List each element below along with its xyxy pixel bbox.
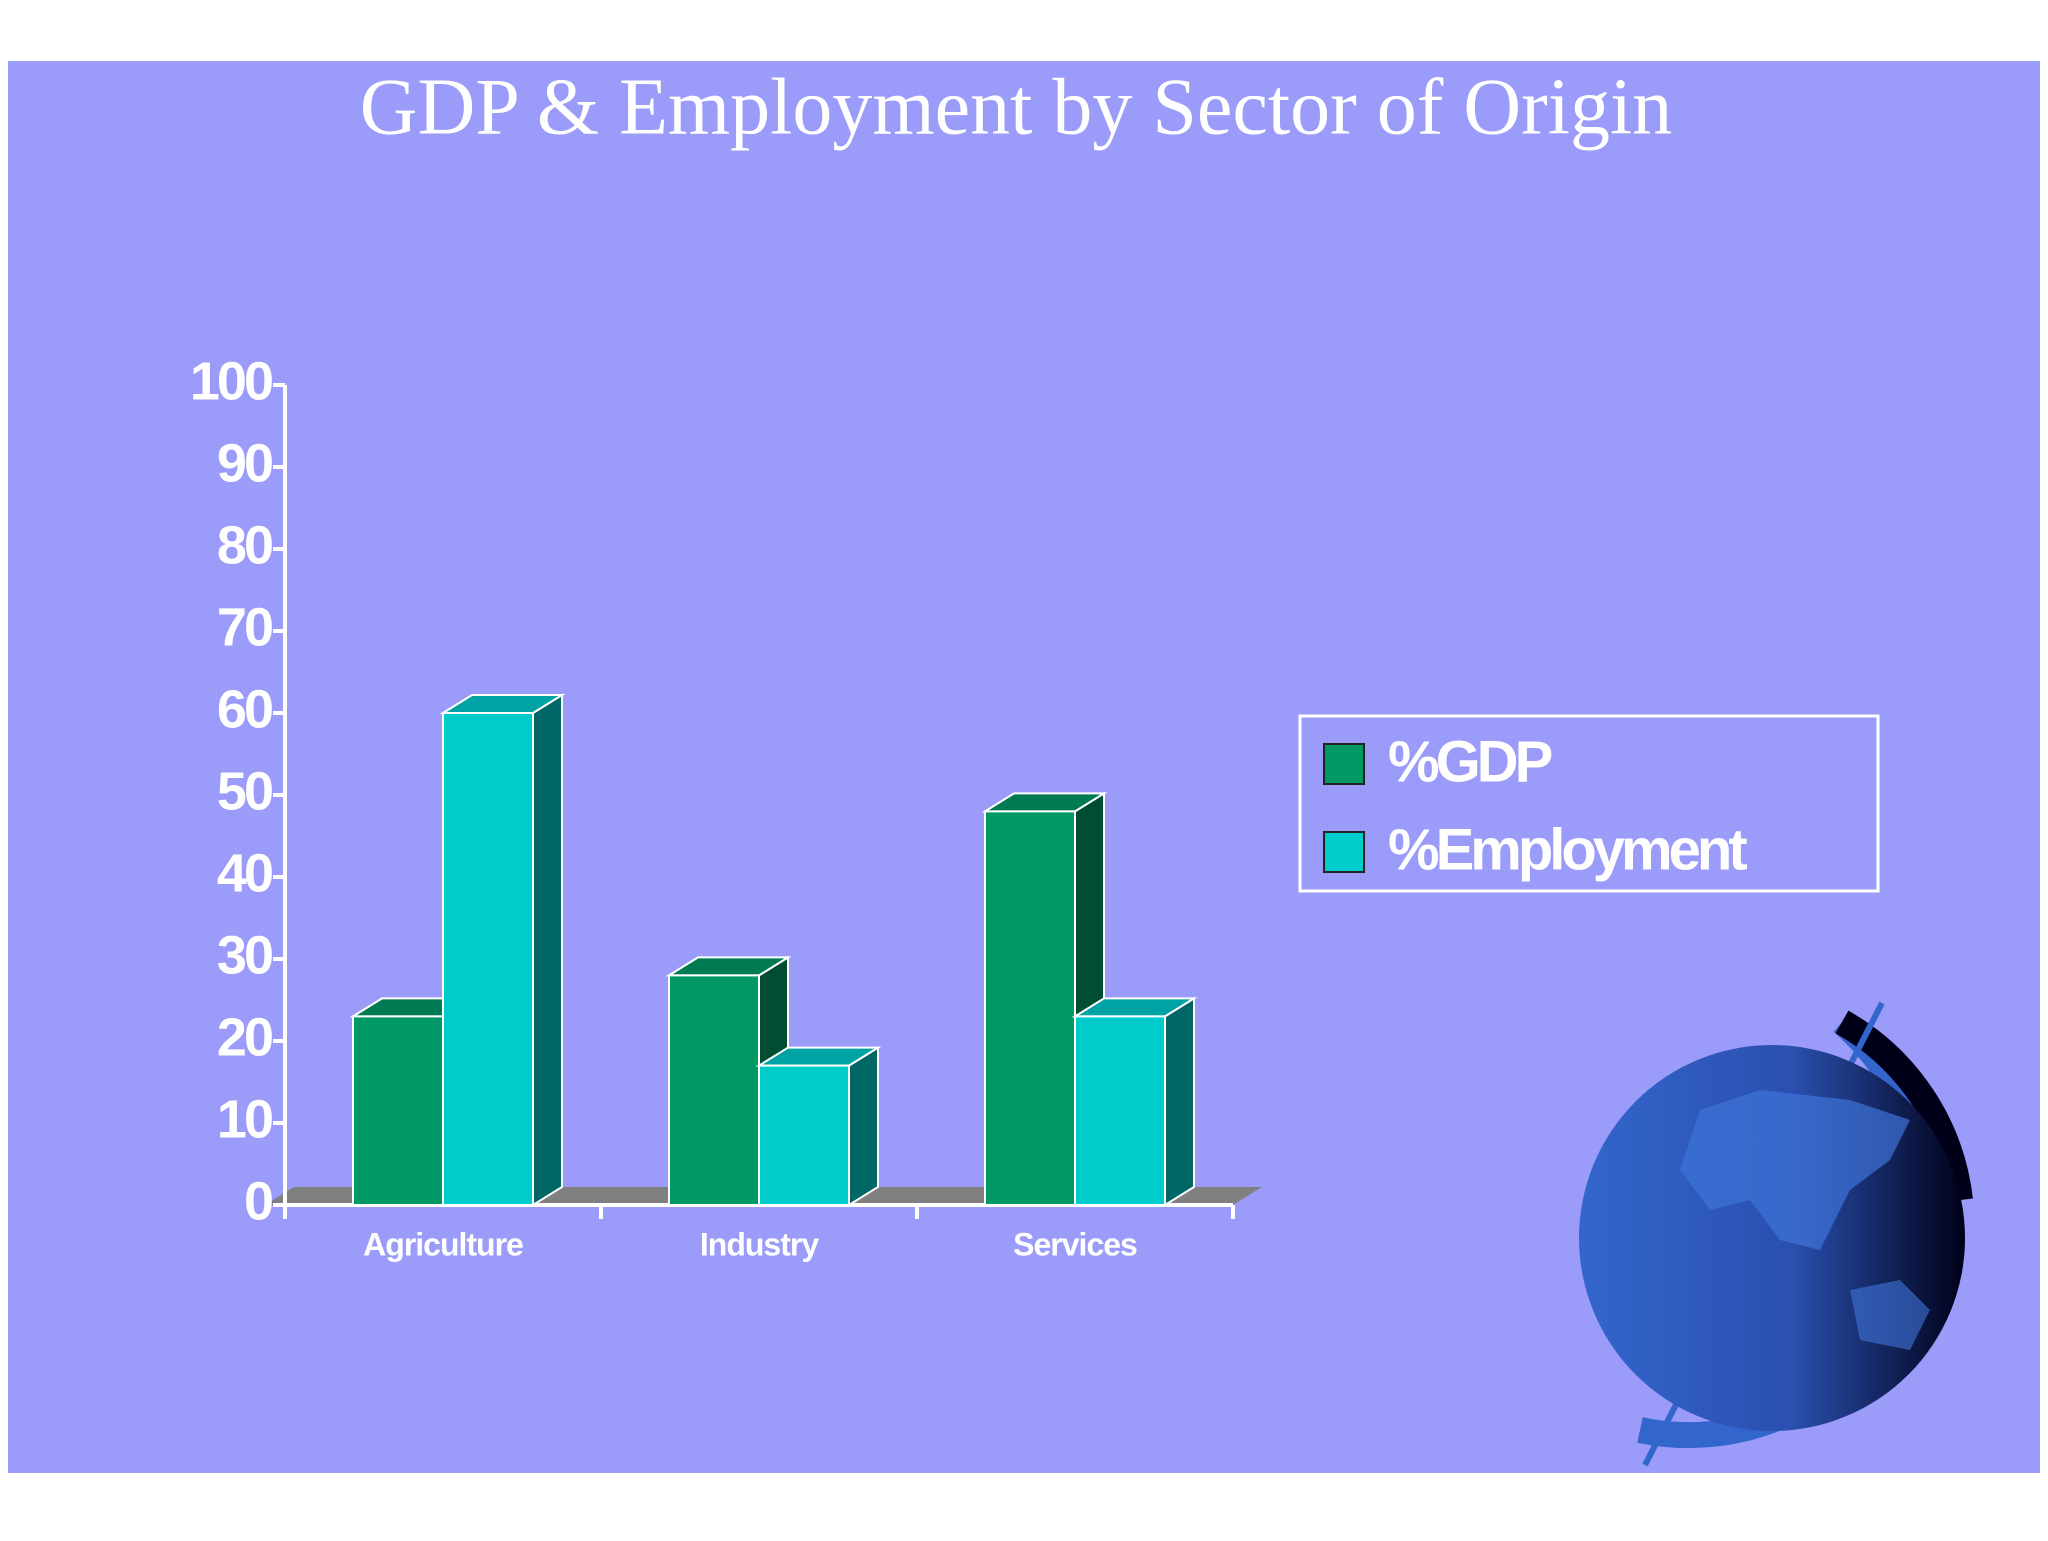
bar [352,1015,444,1207]
bar [758,1064,850,1206]
y-tick-label: 100 [190,351,272,411]
bar-side [532,693,563,1207]
y-tick-label: 80 [217,515,272,575]
bar [668,974,760,1207]
y-tick-label: 50 [217,761,272,821]
y-tick-label: 0 [244,1171,272,1231]
y-tick-label: 90 [217,433,272,493]
chart-title: GDP & Employment by Sector of Origin [360,63,1672,151]
bar [1074,1015,1166,1207]
y-tick-label: 60 [217,679,272,739]
y-tick-label: 10 [217,1089,272,1149]
y-tick-label: 70 [217,597,272,657]
legend-label: %GDP [1388,729,1552,794]
legend-swatch [1323,831,1365,873]
chart: 0 10 20 30 40 50 60 70 80 90 100 Agriculture Industr… [190,351,1880,1262]
bar-side [848,1045,879,1207]
bar-side [1164,996,1195,1207]
legend-box [1298,714,1880,893]
globe [1579,1001,1973,1467]
x-tick-label: Services [1013,1226,1137,1262]
y-tick-label: 30 [217,925,272,985]
y-tick-label: 40 [217,843,272,903]
y-tick-label: 20 [217,1007,272,1067]
bar [442,712,534,1206]
legend-label: %Employment [1388,817,1747,882]
x-tick-label: Agriculture [363,1226,523,1262]
x-tick-label: Industry [700,1226,819,1262]
legend-swatch [1323,743,1365,785]
bar [984,810,1076,1207]
